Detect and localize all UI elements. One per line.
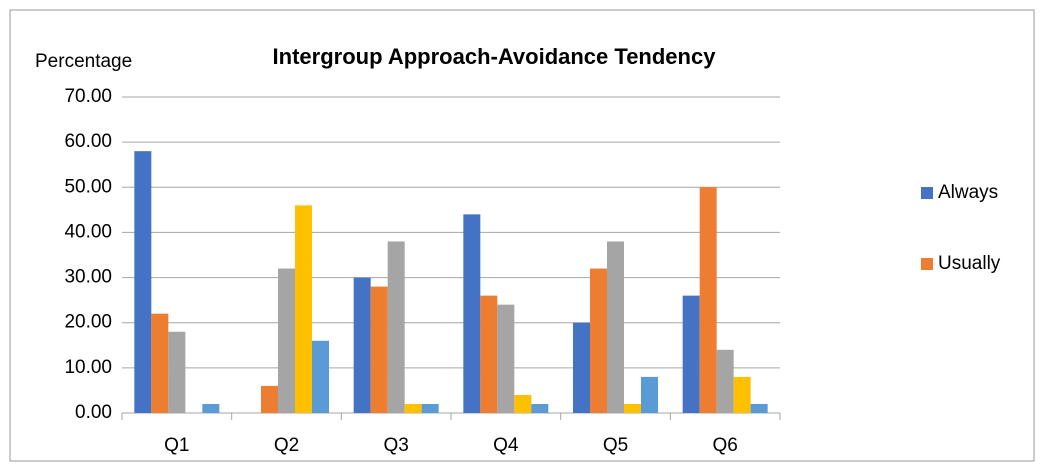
- x-tick-label: Q2: [274, 435, 299, 456]
- x-tick-label: Q4: [493, 435, 519, 456]
- chart-title: Intergroup Approach-Avoidance Tendency: [273, 44, 717, 69]
- legend-swatch: [921, 187, 933, 199]
- bar: [497, 304, 515, 413]
- bar: [278, 268, 295, 413]
- x-tick-label: Q5: [603, 435, 628, 456]
- bar: [590, 268, 607, 413]
- bar: [151, 313, 169, 413]
- y-tick-label: 40.00: [64, 221, 112, 242]
- bar: [421, 403, 439, 413]
- y-tick-label: 20.00: [64, 312, 112, 333]
- bar: [168, 331, 186, 413]
- y-tick-label: 60.00: [64, 131, 112, 152]
- bar: [716, 349, 734, 413]
- bar: [641, 376, 658, 413]
- bar: [404, 403, 422, 413]
- legend-label: Usually: [938, 253, 1001, 274]
- bar: [134, 151, 152, 413]
- bar: [733, 376, 751, 413]
- bar: [531, 403, 549, 413]
- bar: [682, 295, 700, 413]
- bar: [514, 394, 532, 413]
- y-tick-label: 30.00: [64, 267, 112, 288]
- legend-swatch: [921, 258, 933, 270]
- legend-label: Always: [938, 182, 998, 203]
- bar: [387, 241, 405, 413]
- bar: [607, 241, 624, 413]
- x-tick-label: Q1: [164, 435, 189, 456]
- bar: [202, 403, 220, 413]
- bar: [750, 403, 768, 413]
- x-tick-label: Q6: [712, 435, 737, 456]
- bar: [370, 286, 388, 413]
- bar: [573, 322, 590, 413]
- bar: [624, 403, 641, 413]
- y-tick-label: 50.00: [64, 176, 112, 197]
- x-tick-label: Q3: [383, 435, 408, 456]
- bar: [312, 340, 329, 413]
- y-tick-label: 0.00: [75, 402, 112, 423]
- bar: [353, 277, 371, 413]
- y-tick-label: 70.00: [64, 86, 112, 107]
- y-axis-label: Percentage: [35, 51, 132, 72]
- bar: [295, 205, 312, 413]
- bar: [463, 214, 481, 413]
- bar: [261, 385, 278, 413]
- y-tick-label: 10.00: [64, 357, 112, 378]
- bar: [480, 295, 498, 413]
- bar: [699, 187, 717, 413]
